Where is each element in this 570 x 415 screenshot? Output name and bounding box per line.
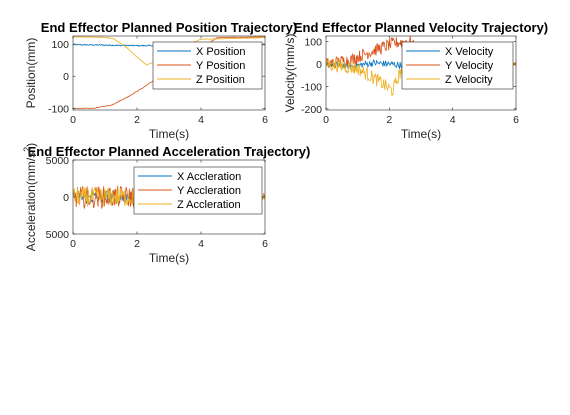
legend: X Velocity Y Velocity Z Velocity (401, 41, 514, 90)
y-axis-label-base: Acceleration(mm/s (24, 152, 38, 251)
y-tick-label: 0 (63, 192, 69, 204)
y-tick-label: -200 (301, 104, 322, 116)
legend-entry-3: Z Position (196, 74, 245, 86)
x-axis-label: Time(s) (149, 127, 189, 141)
axes-box (72, 35, 266, 111)
x-tick-label: 6 (262, 114, 268, 126)
y-tick-label: 0 (316, 59, 322, 71)
y-axis-label: Acceleration(mm/s2) (22, 143, 38, 251)
chart-title: End Effector Planned Position Trajectory… (41, 20, 297, 35)
legend: X Accleration Y Accleration Z Accleration (133, 166, 263, 215)
x-axis-label: Time(s) (401, 127, 441, 141)
y-tick-label: 5000 (46, 155, 70, 167)
chart-title: End Effector Planned Velocity Trajectory… (294, 20, 548, 35)
y-tick-label: 0 (63, 71, 69, 83)
y-axis-label-exponent: 2 (22, 147, 32, 152)
x-tick-label: 6 (513, 114, 519, 126)
y-tick-label: -100 (301, 81, 322, 93)
x-tick-label: 2 (134, 238, 140, 250)
x-tick-label: 0 (70, 238, 76, 250)
legend-entry-1: X Position (196, 46, 246, 58)
legend-entry-2: Y Velocity (445, 60, 494, 72)
x-tick-label: 2 (386, 114, 392, 126)
x-tick-label: 4 (198, 114, 204, 126)
axes-box (325, 35, 517, 111)
x-tick-label: 4 (198, 238, 204, 250)
legend: X Position Y Position Z Position (152, 41, 263, 90)
y-tick-label: 100 (304, 37, 322, 49)
y-tick-label: -100 (48, 103, 69, 115)
y-axis-label: Position(mm) (24, 38, 38, 109)
x-tick-label: 0 (70, 114, 76, 126)
legend-entry-2: Y Accleration (177, 185, 241, 197)
y-tick-label: 5000 (46, 229, 70, 241)
legend-entry-3: Z Velocity (445, 74, 493, 86)
x-axis-label: Time(s) (149, 251, 189, 265)
legend-entry-3: Z Accleration (177, 199, 241, 211)
x-tick-label: 6 (262, 238, 268, 250)
x-tick-label: 4 (450, 114, 456, 126)
y-axis-label-close: ) (24, 143, 38, 147)
chart-title: End Effector Planned Acceleration Trajec… (28, 144, 311, 159)
x-tick-label: 0 (323, 114, 329, 126)
y-axis-label: Velocity(mm/s) (283, 34, 297, 113)
y-tick-label: 100 (51, 39, 69, 51)
chart-2: 0 2 4 6 -200 -100 0 100 End Effector Planned Vel… (283, 20, 548, 141)
legend-entry-1: X Accleration (177, 171, 241, 183)
x-tick-label: 2 (134, 114, 140, 126)
legend-entry-1: X Velocity (445, 46, 494, 58)
legend-entry-2: Y Position (196, 60, 245, 72)
